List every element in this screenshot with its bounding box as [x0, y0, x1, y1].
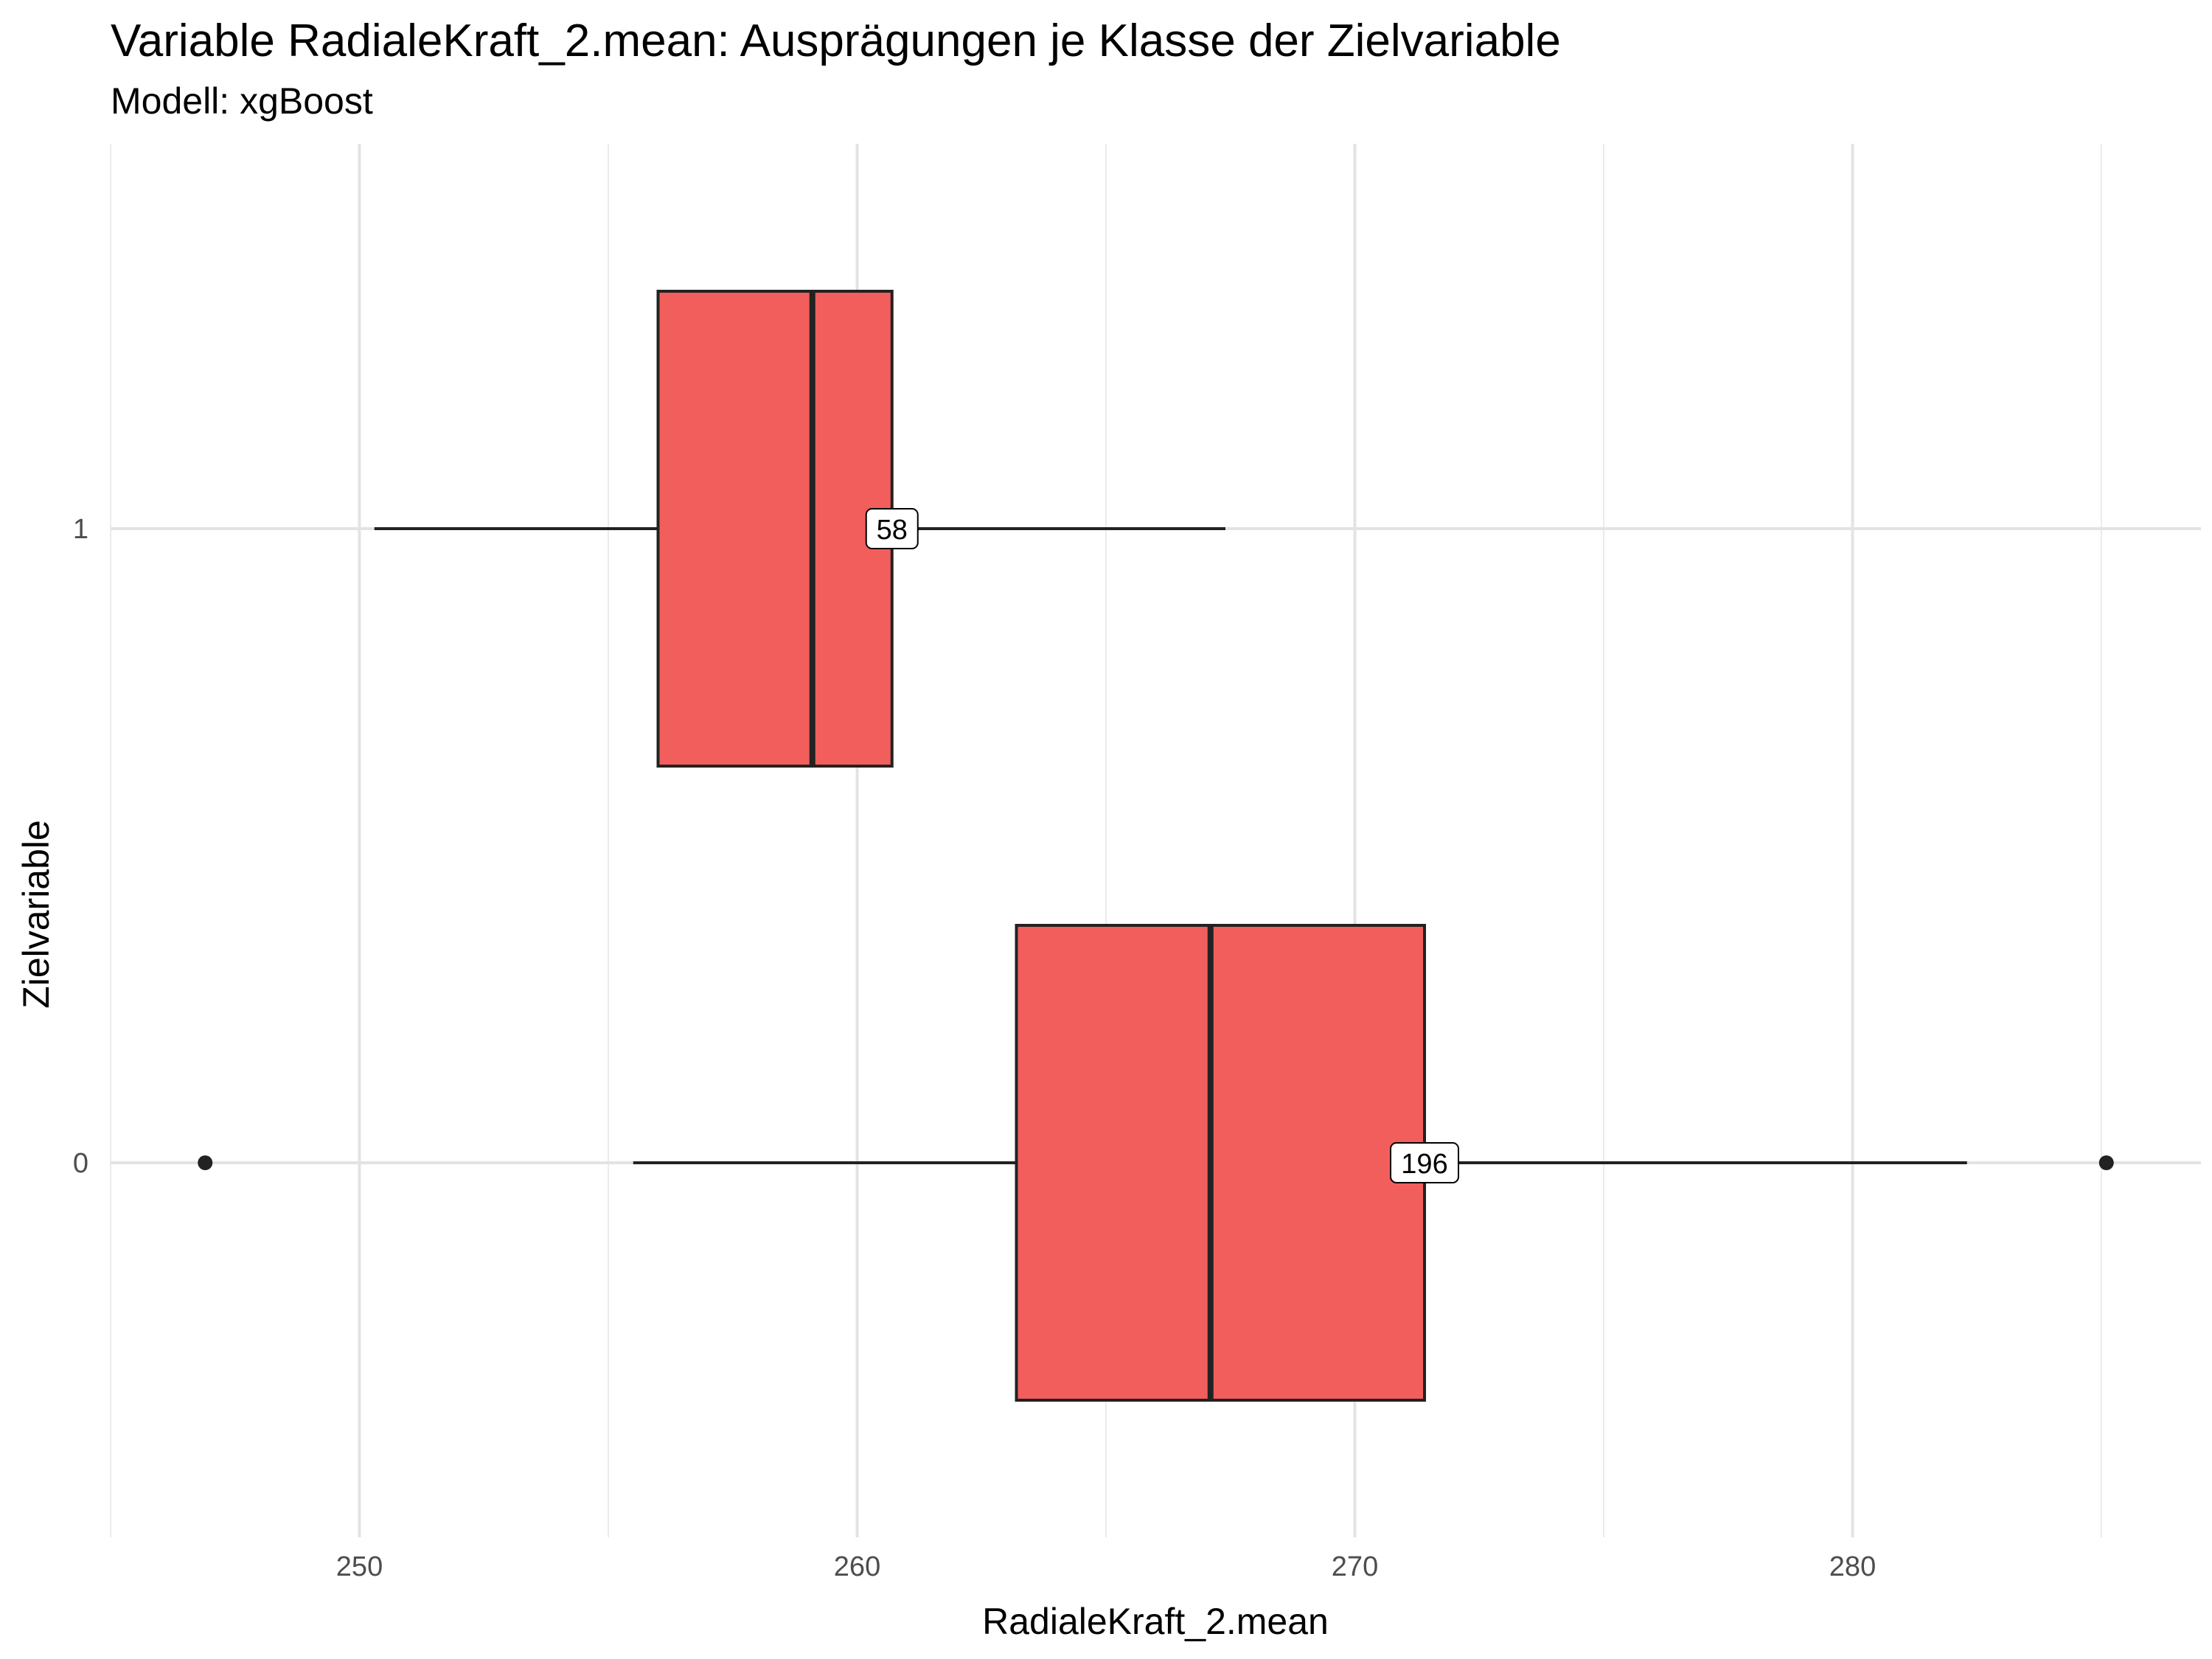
x-tick-label: 280 [1829, 1551, 1876, 1582]
y-tick-label: 1 [73, 514, 88, 545]
box-iqr [656, 290, 894, 768]
y-tick-label: 0 [73, 1148, 88, 1179]
x-tick-label: 270 [1332, 1551, 1378, 1582]
box-iqr [1015, 924, 1426, 1402]
outlier-point [2098, 1155, 2114, 1170]
x-axis-tick-labels: 250 260 270 280 [336, 1551, 1876, 1582]
y-axis-tick-labels: 01 [73, 514, 88, 1179]
count-label: 58 [877, 515, 908, 546]
count-label: 196 [1401, 1149, 1447, 1180]
boxplot-series: 196 58 [198, 290, 2114, 1402]
x-tick-label: 250 [336, 1551, 383, 1582]
outlier-point [198, 1155, 213, 1170]
x-tick-label: 260 [834, 1551, 880, 1582]
x-axis-title: RadialeKraft_2.mean [982, 1601, 1329, 1642]
chart-subtitle: Modell: xgBoost [111, 80, 373, 122]
box-group-0: 196 [198, 924, 2114, 1402]
count-label-box [1390, 1142, 1459, 1183]
box-group-1: 58 [374, 290, 1225, 768]
chart-title: Variable RadialeKraft_2.mean: Ausprägung… [111, 15, 1561, 66]
y-axis-title: Zielvariable [15, 820, 57, 1009]
count-label-box [865, 508, 919, 549]
